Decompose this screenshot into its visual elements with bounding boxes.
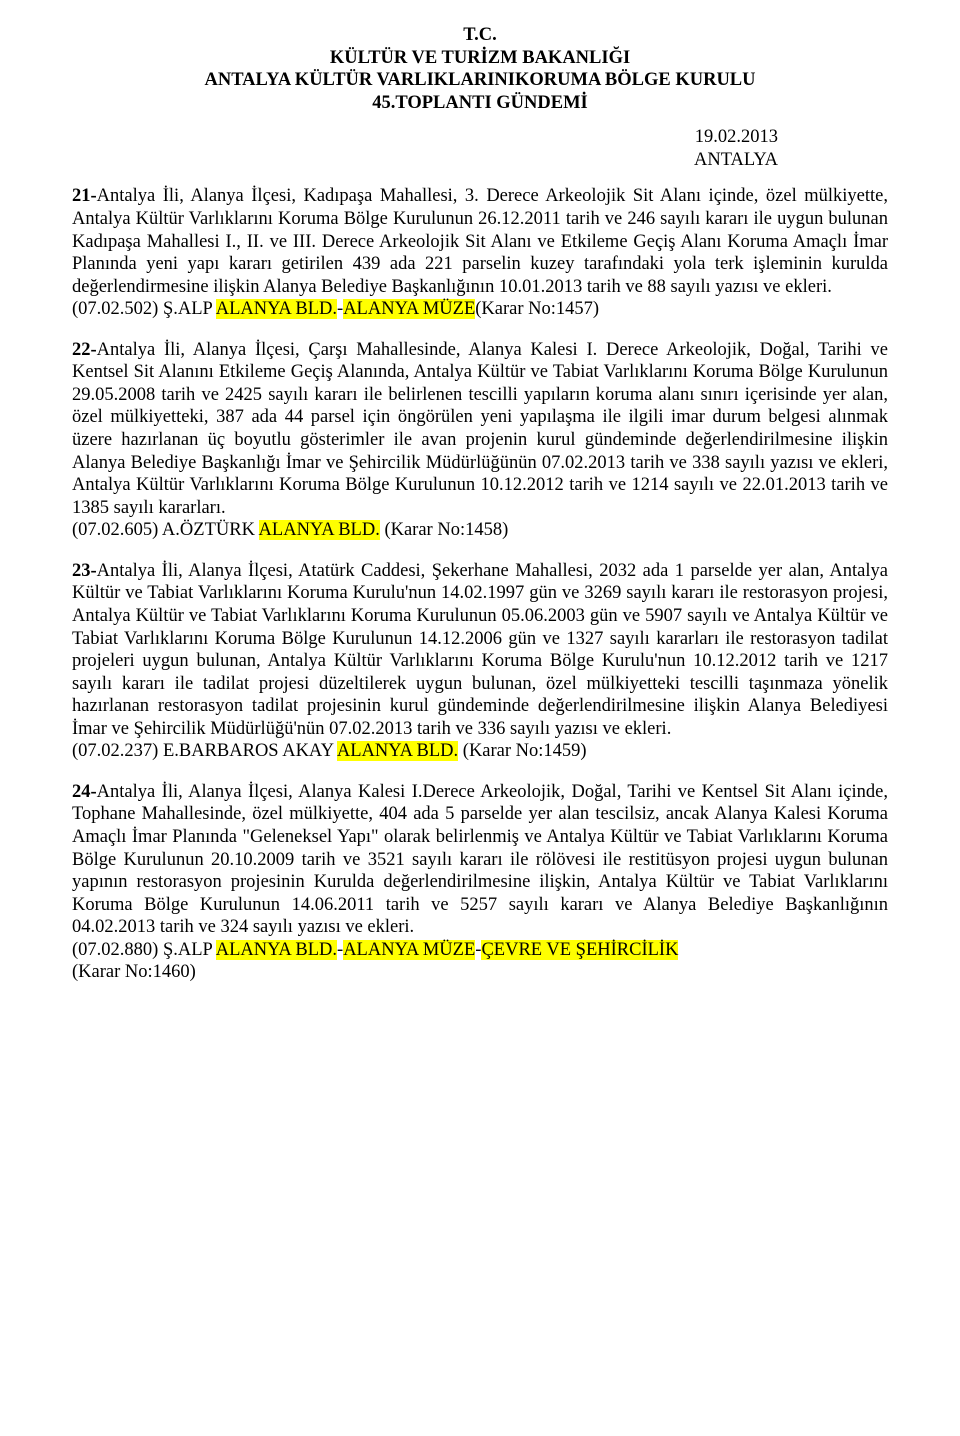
item-ref-post: (Karar No:1459) xyxy=(458,741,586,761)
item-ref-post: (Karar No:1458) xyxy=(380,520,508,540)
header-line-1: T.C. xyxy=(72,24,888,47)
item-ref-post: (Karar No:1457) xyxy=(475,299,599,319)
agenda-item-22: 22-Antalya İli, Alanya İlçesi, Çarşı Mah… xyxy=(72,339,888,542)
item-lead: 23- xyxy=(72,561,97,581)
document-header: T.C. KÜLTÜR VE TURİZM BAKANLIĞI ANTALYA … xyxy=(72,24,888,114)
document-page: T.C. KÜLTÜR VE TURİZM BAKANLIĞI ANTALYA … xyxy=(0,0,960,1042)
header-line-3: ANTALYA KÜLTÜR VARLIKLARINIKORUMA BÖLGE … xyxy=(72,69,888,92)
item-body: Antalya İli, Alanya İlçesi, Atatürk Cadd… xyxy=(72,561,888,739)
item-body: Antalya İli, Alanya İlçesi, Çarşı Mahall… xyxy=(72,340,888,518)
item-ref-highlight: ALANYA BLD. xyxy=(337,741,458,761)
item-ref-highlight: ALANYA BLD. xyxy=(259,520,380,540)
item-ref-highlight-2: ALANYA MÜZE xyxy=(343,940,475,960)
location-line: ANTALYA xyxy=(72,149,778,172)
item-ref-pre: (07.02.605) A.ÖZTÜRK xyxy=(72,520,259,540)
item-ref-highlight-2: ALANYA MÜZE xyxy=(343,299,475,319)
item-ref-post-2: (Karar No:1460) xyxy=(72,962,196,982)
item-body: Antalya İli, Alanya İlçesi, Alanya Kales… xyxy=(72,782,888,937)
header-line-4: 45.TOPLANTI GÜNDEMİ xyxy=(72,92,888,115)
item-ref-highlight-3: ÇEVRE VE ŞEHİRCİLİK xyxy=(481,940,678,960)
agenda-item-21: 21-Antalya İli, Alanya İlçesi, Kadıpaşa … xyxy=(72,185,888,320)
item-lead: 21- xyxy=(72,186,97,206)
header-line-2: KÜLTÜR VE TURİZM BAKANLIĞI xyxy=(72,47,888,70)
item-ref-pre: (07.02.880) Ş.ALP xyxy=(72,940,216,960)
agenda-item-23: 23-Antalya İli, Alanya İlçesi, Atatürk C… xyxy=(72,560,888,763)
item-ref-highlight: ALANYA BLD. xyxy=(216,299,337,319)
item-lead: 24- xyxy=(72,782,97,802)
item-ref-highlight: ALANYA BLD. xyxy=(216,940,337,960)
date-location-block: 19.02.2013 ANTALYA xyxy=(72,126,888,171)
agenda-item-24: 24-Antalya İli, Alanya İlçesi, Alanya Ka… xyxy=(72,781,888,984)
item-ref-pre: (07.02.502) Ş.ALP xyxy=(72,299,216,319)
item-ref-pre: (07.02.237) E.BARBAROS AKAY xyxy=(72,741,337,761)
date-line: 19.02.2013 xyxy=(72,126,778,149)
item-body: Antalya İli, Alanya İlçesi, Kadıpaşa Mah… xyxy=(72,186,888,296)
item-lead: 22- xyxy=(72,340,97,360)
